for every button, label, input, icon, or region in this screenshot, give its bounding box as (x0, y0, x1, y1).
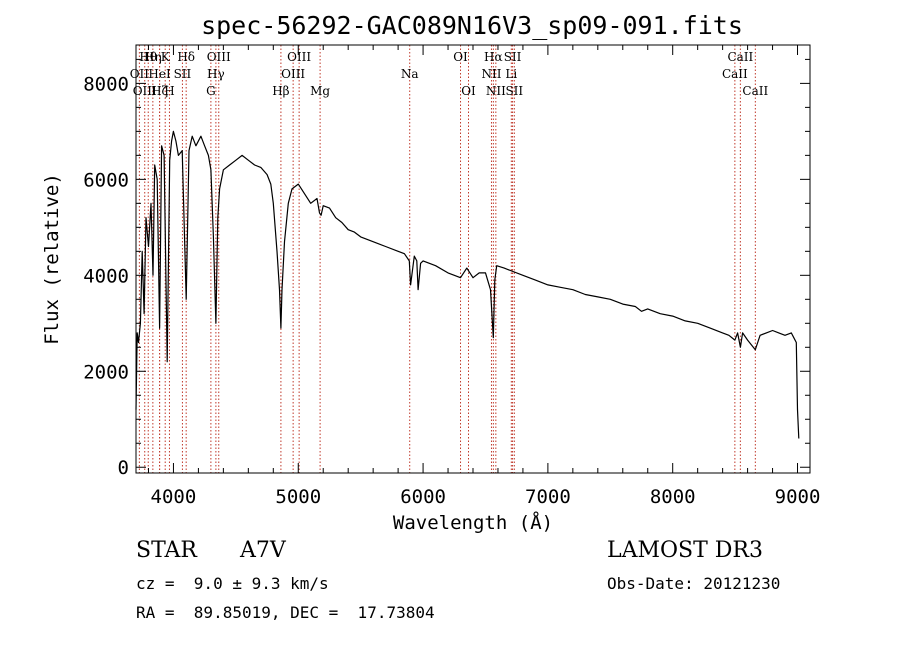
object-type: STAR (136, 538, 197, 563)
chart-title: spec-56292-GAC089N16V3_sp09-091.fits (201, 11, 743, 40)
x-tick-label: 4000 (151, 486, 197, 508)
survey-name: LAMOST DR3 (607, 538, 763, 563)
y-axis: 0 2000 4000 6000 8000 (83, 58, 810, 479)
line-label: Hβ (272, 84, 289, 98)
y-tick-label: 4000 (83, 265, 129, 287)
line-label: OIII (281, 67, 305, 81)
spectral-subclass: A7V (240, 538, 286, 563)
redshift-text: cz = 9.0 ± 9.3 km/s (136, 574, 329, 593)
line-label: OIII (207, 50, 231, 64)
line-label: Li (505, 67, 517, 81)
line-label: Na (401, 67, 419, 81)
x-axis-label: Wavelength (Å) (393, 511, 553, 534)
coordinates: RA = 89.85019, DEC = 17.73804 (136, 603, 435, 622)
line-label: Hδ (177, 50, 195, 64)
spectrum-line (135, 130, 800, 439)
line-labels: OIIOIIIHθHηHeIHζKHSIIHδGHγOIIIHβOIIIOIII… (130, 50, 769, 98)
y-axis-label: Flux (relative) (41, 173, 63, 345)
line-label: K (161, 50, 171, 64)
x-tick-label: 9000 (775, 486, 821, 508)
plot-frame (135, 44, 811, 474)
x-axis: 4000 5000 6000 7000 8000 9000 (147, 45, 821, 508)
line-label: OIII (287, 50, 311, 64)
line-label: OI (453, 50, 468, 64)
x-tick-label: 5000 (275, 486, 321, 508)
line-label: Hθ (139, 50, 157, 64)
line-label: Hη (144, 50, 162, 64)
line-label: CaII (722, 67, 748, 81)
line-label: CaII (727, 50, 753, 64)
y-tick-label: 6000 (83, 169, 129, 191)
y-tick-label: 2000 (83, 361, 129, 383)
line-label: G (206, 84, 216, 98)
line-markers (138, 45, 756, 473)
x-tick-label: 7000 (525, 486, 571, 508)
line-label: SII (504, 50, 522, 64)
y-tick-label: 0 (118, 457, 129, 479)
spectrum-chart: spec-56292-GAC089N16V3_sp09-091.fits OII… (41, 11, 821, 534)
line-label: SII (174, 67, 192, 81)
line-label: NII (481, 67, 501, 81)
line-label: OII (130, 67, 150, 81)
line-label: OI (461, 84, 476, 98)
line-label: H (164, 84, 174, 98)
y-tick-label: 8000 (83, 73, 129, 95)
line-label: NII (486, 84, 506, 98)
x-tick-label: 6000 (400, 486, 446, 508)
line-label: HeI (148, 67, 171, 81)
obs-date: Obs-Date: 20121230 (607, 574, 781, 593)
line-label: Hγ (207, 67, 225, 81)
line-label: CaII (742, 84, 768, 98)
line-label: Hζ (151, 84, 168, 98)
line-label: Mg (310, 84, 330, 98)
line-label: Hα (484, 50, 503, 64)
x-tick-label: 8000 (650, 486, 696, 508)
line-label: OIII (133, 84, 157, 98)
line-label: SII (505, 84, 523, 98)
